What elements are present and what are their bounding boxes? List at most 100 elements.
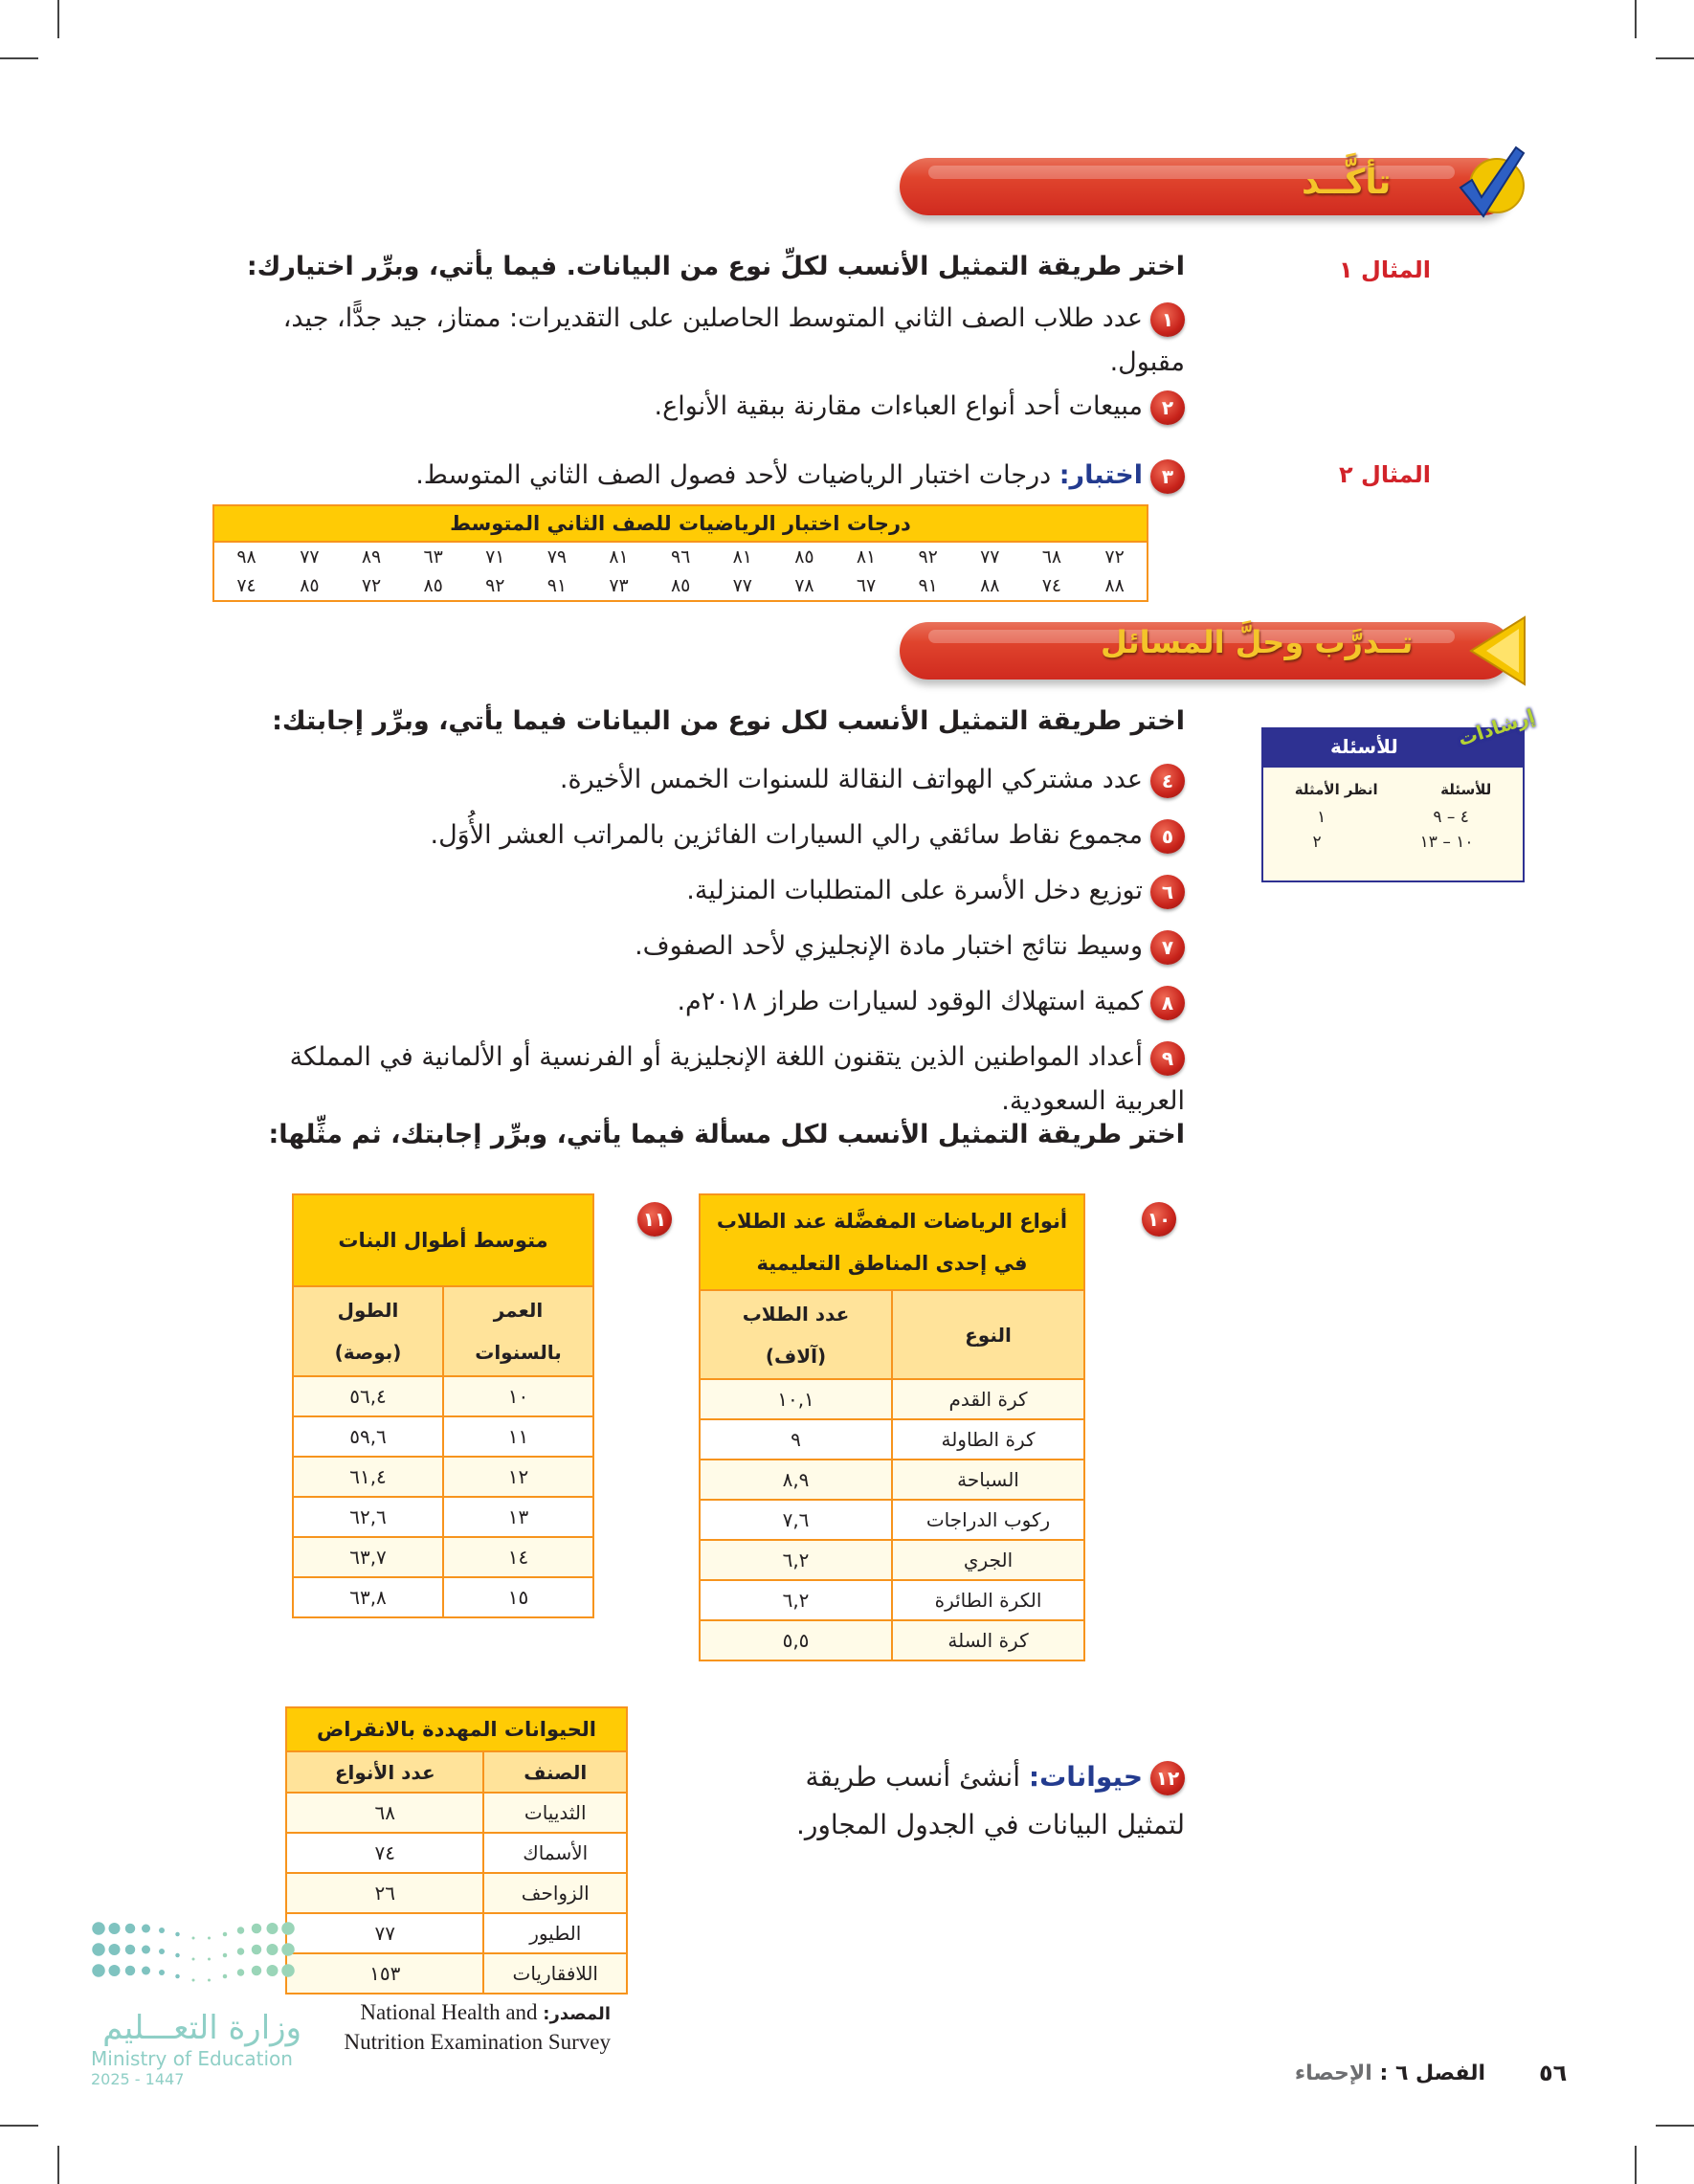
table-row: ١٣ ٦٢,٦ xyxy=(292,1496,594,1538)
table-row: الثدييات ٦٨ xyxy=(284,1792,628,1834)
table-cell: ٧٤ xyxy=(284,1832,485,1874)
score-cell: ٧٩ xyxy=(525,542,589,571)
table-cell: اللافقاريات xyxy=(482,1952,628,1995)
practice-instruction-2: اختر طريقة التمثيل الأنسب لكل مسألة فيما… xyxy=(268,1120,1185,1149)
practice-banner-title: تــدرَّب وحلَّ المسائل xyxy=(1101,624,1414,660)
column-header: النوع xyxy=(891,1289,1085,1380)
source-text: National Health and Nutrition Examinatio… xyxy=(344,2000,611,2054)
question-٦: ٦توزيع دخل الأسرة على المتطلبات المنزلية… xyxy=(237,869,1185,913)
table-cell: كرة الطاولة xyxy=(891,1418,1085,1460)
table-cell: السباحة xyxy=(891,1459,1085,1501)
table-cell: ٧٧ xyxy=(284,1912,485,1954)
endangered-animals-table: الحيوانات المهددة بالانقراض الصنف عدد الأ… xyxy=(284,1706,628,1995)
question-text: عدد مشتركي الهواتف النقالة للسنوات الخمس… xyxy=(559,765,1143,794)
table-cell: ٥٩,٦ xyxy=(292,1415,444,1458)
crop-mark xyxy=(1635,0,1637,38)
table-cell: ١٥٣ xyxy=(284,1952,485,1995)
table-row: ١١ ٥٩,٦ xyxy=(292,1415,594,1458)
table-cell: الزواحف xyxy=(482,1872,628,1914)
question-text: مبيعات أحد أنواع العباءات مقارنة ببقية ا… xyxy=(654,391,1143,421)
table-cell: ٨,٩ xyxy=(699,1459,893,1501)
crop-mark xyxy=(1635,2146,1637,2184)
question-number-badge: ٣ xyxy=(1150,458,1185,494)
logo-dot xyxy=(208,1957,211,1961)
question-1: ١عدد طلاب الصف الثاني المتوسط الحاصلين ع… xyxy=(237,297,1185,385)
logo-dot xyxy=(108,1944,121,1955)
table-row: ١٢ ٦١,٤ xyxy=(292,1456,594,1498)
hint-range: ١٠ – ١٣ xyxy=(1419,833,1474,852)
score-cell: ٧٧ xyxy=(279,542,341,571)
crop-mark xyxy=(0,2125,38,2127)
logo-dot xyxy=(142,1924,150,1933)
score-cell: ٨٨ xyxy=(1082,571,1148,602)
question-2: ٢مبيعات أحد أنواع العباءات مقارنة ببقية … xyxy=(237,385,1185,429)
score-cell: ٨٥ xyxy=(773,542,836,571)
question-number-badge: ٤ xyxy=(1150,763,1185,798)
logo-dot xyxy=(92,1922,105,1935)
table-cell: ٦٣,٧ xyxy=(292,1536,444,1578)
question-٥: ٥مجموع نقاط سائقي رالي السيارات الفائزين… xyxy=(237,813,1185,858)
example-1-instruction: اختر طريقة التمثيل الأنسب لكلِّ نوع من ا… xyxy=(246,252,1185,281)
score-cell: ٧٧ xyxy=(958,542,1021,571)
column-header: الصنف xyxy=(482,1750,628,1794)
question-3: ٣اختبار: درجات اختبار الرياضيات لأحد فصو… xyxy=(237,454,1185,498)
check-banner-title: تأكَّــد xyxy=(1302,163,1392,202)
hint-col-questions: للأسئلة xyxy=(1440,781,1492,798)
favorite-sports-title: أنواع الرياضات المفضَّلة عند الطلاب في إ… xyxy=(699,1193,1085,1291)
logo-dot xyxy=(251,1923,262,1934)
scores-row: ٧٢ ٦٨ ٧٧ ٩٢ ٨١ ٨٥ ٨١ ٩٦ ٨١ ٧٩ ٧١ ٦٣ ٨٩ ٧٧ ٩٨ xyxy=(212,542,1148,571)
score-cell: ٧٧ xyxy=(711,571,774,602)
table-cell: ١٤ xyxy=(442,1536,594,1578)
question-text: عدد طلاب الصف الثاني المتوسط الحاصلين عل… xyxy=(282,303,1185,377)
question-٤: ٤عدد مشتركي الهواتف النقالة للسنوات الخم… xyxy=(237,758,1185,802)
table-cell: ٩ xyxy=(699,1418,893,1460)
scores-row: ٨٨ ٧٤ ٨٨ ٩١ ٦٧ ٧٨ ٧٧ ٨٥ ٧٣ ٩١ ٩٢ ٨٥ ٧٢ ٨٥ ٧٤ xyxy=(212,571,1148,602)
question-12: ١٢حيوانات: أنشئ أنسب طريقة لتمثيل البيان… xyxy=(745,1753,1185,1849)
table-cell: ٥,٥ xyxy=(699,1619,893,1661)
logo-dot xyxy=(92,1943,105,1956)
table-cell: ٦١,٤ xyxy=(292,1456,444,1498)
table-row: الكرة الطائرة ٦,٢ xyxy=(699,1579,1085,1621)
logo-dot xyxy=(142,1945,150,1954)
table-cell: ١٠ xyxy=(442,1375,594,1417)
table-cell: الطيور xyxy=(482,1912,628,1954)
triangle-icon xyxy=(1469,615,1527,686)
logo-dot xyxy=(159,1949,165,1954)
table-row: الجري ٦,٢ xyxy=(699,1539,1085,1581)
score-cell: ٩٢ xyxy=(897,542,959,571)
score-cell: ٩٨ xyxy=(212,542,279,571)
logo-dot xyxy=(108,1965,121,1976)
hint-col-examples: انظر الأمثلة xyxy=(1294,781,1378,798)
score-cell: ٧٣ xyxy=(588,571,650,602)
column-header: الطول (بوصة) xyxy=(292,1285,444,1377)
question-number-badge: ١٢ xyxy=(1150,1761,1185,1795)
practice-banner xyxy=(900,622,1512,680)
table-cell: الأسماك xyxy=(482,1832,628,1874)
question-text: أعداد المواطنين الذين يتقنون اللغة الإنج… xyxy=(289,1042,1185,1116)
logo-dot xyxy=(159,1970,165,1975)
question-٩: ٩أعداد المواطنين الذين يتقنون اللغة الإن… xyxy=(237,1036,1185,1124)
table-row: كرة الطاولة ٩ xyxy=(699,1418,1085,1460)
table-cell: ١٢ xyxy=(442,1456,594,1498)
score-cell: ٨٥ xyxy=(402,571,464,602)
question-number-badge: ٥ xyxy=(1150,818,1185,854)
score-cell: ٧١ xyxy=(463,542,526,571)
question-٨: ٨كمية استهلاك الوقود لسيارات طراز ٢٠١٨م. xyxy=(237,980,1185,1024)
table-row: الزواحف ٢٦ xyxy=(284,1872,628,1914)
logo-dot xyxy=(222,1952,228,1958)
favorite-sports-table: أنواع الرياضات المفضَّلة عند الطلاب في إ… xyxy=(699,1193,1085,1661)
logo-dot xyxy=(251,1965,262,1976)
scores-table: درجات اختبار الرياضيات للصف الثاني المتو… xyxy=(212,504,1148,602)
score-cell: ٧٤ xyxy=(1020,571,1083,602)
hint-example: ١ xyxy=(1317,808,1326,827)
question-number-badge: ١ xyxy=(1150,301,1185,337)
score-cell: ٧٨ xyxy=(773,571,836,602)
table-cell: ركوب الدراجات xyxy=(891,1499,1085,1541)
table-cell: ٦٨ xyxy=(284,1792,485,1834)
score-cell: ٧٢ xyxy=(1082,542,1148,571)
table-row: ١٥ ٦٣,٨ xyxy=(292,1576,594,1618)
column-header: العمر بالسنوات xyxy=(442,1285,594,1377)
chapter-title: الإحصاء xyxy=(1294,2061,1372,2085)
chapter-number: الفصل ٦ : xyxy=(1379,2061,1485,2085)
table-cell: الكرة الطائرة xyxy=(891,1579,1085,1621)
